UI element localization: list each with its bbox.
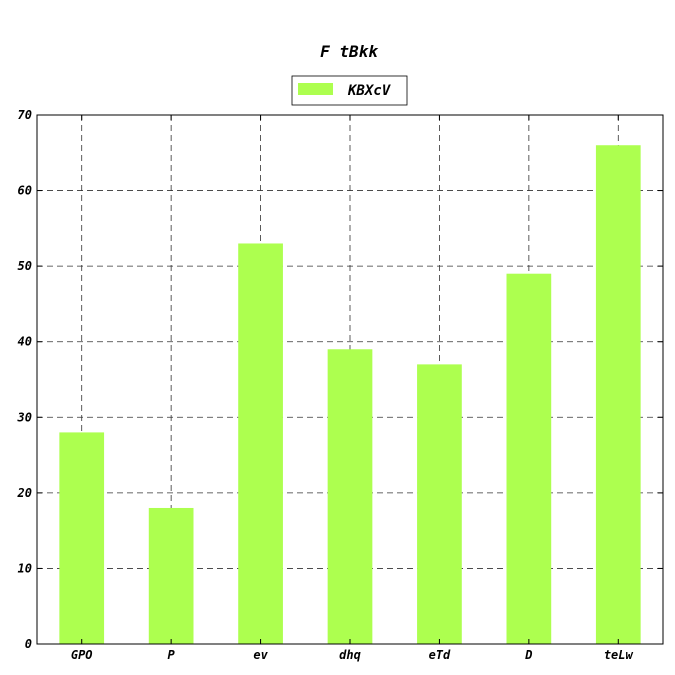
x-tick-label: P: [168, 648, 176, 662]
chart-title: F tBkk: [320, 42, 379, 61]
bar: [595, 145, 641, 644]
legend-swatch: [298, 83, 333, 95]
y-tick-label: 60: [18, 184, 32, 198]
x-tick-label: eTd: [429, 648, 451, 662]
bar: [59, 432, 105, 644]
y-tick-label: 70: [18, 108, 32, 122]
y-tick-label: 40: [18, 335, 32, 349]
x-tick-label: dhq: [339, 648, 361, 662]
x-tick-label: GPO: [71, 648, 93, 662]
x-tick-label: D: [524, 648, 532, 662]
bar: [238, 243, 283, 644]
bar: [327, 349, 373, 644]
bars: [59, 145, 641, 644]
bar: [506, 273, 552, 644]
y-tick-label: 10: [18, 561, 32, 575]
bar: [148, 507, 194, 644]
y-axis-ticks: 0 10 20 30 40 50 60 70: [17, 108, 663, 651]
y-tick-label: 50: [18, 259, 32, 273]
x-tick-label: teLw: [604, 648, 634, 662]
legend-label: KBXcV: [347, 83, 392, 99]
bar: [417, 364, 462, 644]
x-tick-label: ev: [253, 648, 268, 662]
legend: KBXcV: [291, 75, 408, 106]
y-tick-label: 30: [17, 410, 32, 424]
y-tick-label: 0: [25, 637, 32, 651]
y-tick-label: 20: [17, 486, 32, 500]
